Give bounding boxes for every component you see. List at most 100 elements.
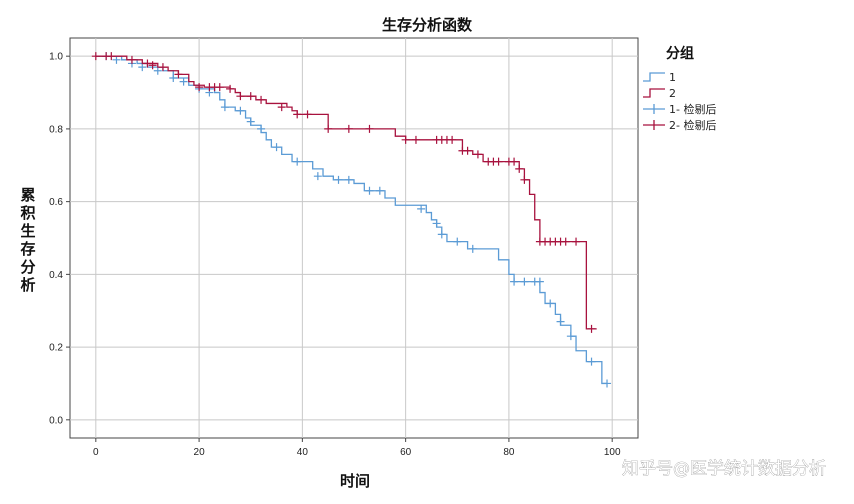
censored-mark [174,70,183,79]
y-axis-label-char: 累 [20,186,35,204]
y-tick-label: 0.8 [49,124,63,135]
chart-title: 生存分析函数 [382,16,473,34]
legend-label: 1 [669,71,676,84]
watermark: 知乎号@医学统计数据分析 [622,459,826,479]
censored-mark [556,317,565,326]
legend-item: 1- 检剔后 [643,102,716,116]
x-tick-label: 0 [93,447,99,458]
censored-mark [510,157,519,166]
censored-mark [236,92,245,101]
censored-mark [179,77,188,86]
censored-mark [365,186,374,195]
legend-title: 分组 [666,45,694,62]
y-tick-label: 0.0 [49,415,63,426]
censored-mark [587,324,596,333]
censored-mark [463,146,472,155]
censored-mark [127,55,136,64]
censored-mark [246,92,255,101]
censored-mark [226,84,235,93]
legend-step-symbol [643,88,665,98]
legend-item: 2- 检剔后 [643,118,716,132]
y-axis-label-char: 存 [20,240,35,258]
legend: 分组 1 2 1- 检剔后 2- 检剔后 [643,45,716,132]
censored-mark [236,106,245,115]
x-tick-label: 80 [503,447,515,458]
legend-label: 2- 检剔后 [669,118,716,132]
censored-mark [603,379,612,388]
x-tick-label: 60 [400,447,412,458]
censored-mark [375,186,384,195]
censored-mark [272,143,281,152]
legend-item: 2 [643,87,676,100]
censored-mark [587,357,596,366]
x-tick-label: 40 [297,447,309,458]
censored-mark [520,277,529,286]
censored-mark [303,110,312,119]
y-axis-ticks: 0.0 0.2 0.4 0.6 0.8 1.0 [49,52,70,426]
censored-mark [468,244,477,253]
censored-mark [510,277,519,286]
censored-mark [148,61,157,70]
censored-mark [437,230,446,239]
censored-mark [432,219,441,228]
censored-mark [257,95,266,104]
censored-mark [153,66,162,75]
censored-mark [344,175,353,184]
legend-label: 2 [669,87,676,100]
censored-mark [566,332,575,341]
censored-mark [91,52,100,61]
censored-mark [158,63,167,72]
censored-mark [112,55,121,64]
legend-plus-symbol [643,120,665,130]
series-1 [95,52,612,388]
censored-mark [143,59,152,68]
grid-lines [70,38,638,438]
censored-mark [169,74,178,82]
y-tick-label: 0.4 [49,270,63,281]
censored-mark [138,63,147,72]
censored-mark [417,204,426,213]
x-tick-label: 100 [604,447,621,458]
legend-label: 1- 检剔后 [669,102,716,116]
censored-mark [257,124,266,133]
censored-mark [365,124,374,133]
y-tick-label: 1.0 [49,52,63,63]
plot-border [69,37,639,439]
y-axis-label-char: 生 [20,222,35,240]
x-tick-label: 20 [194,447,206,458]
censored-mark [453,237,462,246]
censored-mark [401,135,410,144]
legend-plus-symbol [643,104,665,114]
censored-mark [561,237,570,246]
plot-area [69,37,639,439]
censored-mark [215,83,224,92]
censored-mark [220,103,229,112]
censored-mark [195,83,204,92]
censored-mark [494,157,503,166]
censored-mark [246,117,255,126]
censored-mark [473,150,482,159]
y-axis-label-char: 析 [20,276,35,294]
y-axis-label-char: 积 [20,204,35,222]
censored-mark [324,124,333,133]
censored-mark [520,175,529,184]
censored-mark [313,172,322,181]
censored-mark [344,124,353,133]
legend-step-symbol [643,72,665,82]
censored-mark [572,237,581,246]
censored-mark [293,110,302,119]
censored-mark [448,135,457,144]
censored-mark [107,52,116,61]
censored-mark [293,157,302,166]
legend-item: 1 [643,71,676,84]
series-2 [91,52,597,333]
censored-mark [411,135,420,144]
censored-mark [334,175,343,184]
censored-mark [277,103,286,112]
series-layer [91,52,612,388]
censored-mark [515,164,524,173]
x-axis-label: 时间 [340,472,370,490]
y-axis-label-char: 分 [20,258,35,276]
